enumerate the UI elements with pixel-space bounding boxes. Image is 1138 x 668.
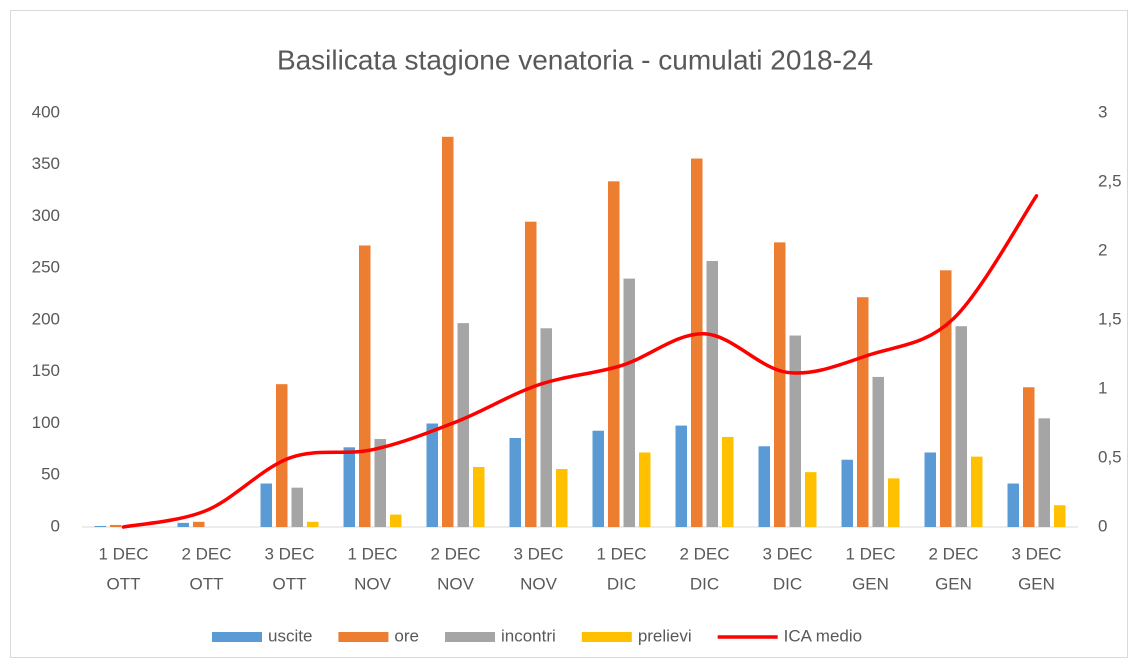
x-tick-label: OTT bbox=[107, 574, 141, 593]
y2-tick-label: 2,5 bbox=[1098, 171, 1122, 190]
bar bbox=[805, 472, 817, 527]
bar bbox=[177, 522, 189, 527]
x-tick-label: 3 DEC bbox=[513, 544, 563, 563]
bar bbox=[940, 270, 952, 527]
x-tick-label: OTT bbox=[190, 574, 224, 593]
bar bbox=[1038, 418, 1050, 527]
chart-title: Basilicata stagione venatoria - cumulati… bbox=[277, 44, 873, 75]
bar bbox=[857, 297, 869, 527]
bar bbox=[291, 487, 303, 527]
bar bbox=[1023, 387, 1035, 527]
bar bbox=[94, 525, 106, 527]
bar bbox=[473, 466, 485, 527]
bar bbox=[276, 384, 288, 527]
legend-label: prelievi bbox=[638, 626, 692, 645]
y-tick-label: 200 bbox=[32, 309, 60, 328]
x-tick-label: 2 DEC bbox=[679, 544, 729, 563]
y-tick-label: 100 bbox=[32, 413, 60, 432]
bar bbox=[722, 436, 734, 527]
y-tick-label: 300 bbox=[32, 206, 60, 225]
legend-swatch bbox=[338, 632, 389, 642]
x-tick-label: 2 DEC bbox=[430, 544, 480, 563]
x-tick-label: NOV bbox=[354, 574, 392, 593]
bar bbox=[359, 245, 371, 528]
x-tick-label: OTT bbox=[273, 574, 307, 593]
bar bbox=[343, 447, 355, 527]
bar bbox=[608, 181, 620, 527]
y2-tick-label: 0 bbox=[1098, 516, 1107, 535]
x-tick-label: GEN bbox=[1018, 574, 1055, 593]
y-tick-label: 350 bbox=[32, 154, 60, 173]
x-tick-label: 2 DEC bbox=[928, 544, 978, 563]
bar bbox=[675, 425, 687, 527]
bar bbox=[374, 439, 386, 527]
bar bbox=[924, 452, 936, 527]
x-tick-label: GEN bbox=[935, 574, 972, 593]
bar bbox=[841, 459, 853, 527]
x-tick-label: NOV bbox=[437, 574, 475, 593]
bar bbox=[307, 521, 319, 527]
y-tick-label: 50 bbox=[41, 465, 60, 484]
bar bbox=[426, 423, 438, 527]
x-tick-label: 3 DEC bbox=[1011, 544, 1061, 563]
bar bbox=[789, 335, 801, 527]
bar bbox=[110, 524, 122, 527]
legend-label: ore bbox=[394, 626, 419, 645]
y2-tick-label: 0,5 bbox=[1098, 447, 1122, 466]
bar bbox=[691, 158, 703, 528]
bar bbox=[971, 456, 983, 527]
x-tick-label: NOV bbox=[520, 574, 558, 593]
x-tick-label: GEN bbox=[852, 574, 889, 593]
y2-tick-label: 1,5 bbox=[1098, 309, 1122, 328]
bar bbox=[758, 446, 770, 527]
bar bbox=[706, 261, 718, 527]
y-tick-label: 0 bbox=[51, 516, 60, 535]
bar bbox=[390, 514, 402, 527]
x-tick-label: DIC bbox=[607, 574, 636, 593]
legend-label: uscite bbox=[268, 626, 312, 645]
bar bbox=[639, 452, 651, 527]
x-tick-label: 1 DEC bbox=[845, 544, 895, 563]
bar bbox=[193, 521, 205, 527]
bar bbox=[872, 376, 884, 527]
bar bbox=[592, 430, 604, 527]
x-tick-label: DIC bbox=[773, 574, 802, 593]
y2-tick-label: 2 bbox=[1098, 240, 1107, 259]
y2-tick-label: 1 bbox=[1098, 378, 1107, 397]
y-tick-label: 400 bbox=[32, 102, 60, 121]
legend-label: incontri bbox=[501, 626, 556, 645]
bar bbox=[556, 469, 568, 527]
bar bbox=[442, 136, 454, 527]
line bbox=[121, 194, 1039, 529]
y-tick-label: 250 bbox=[32, 258, 60, 277]
bar bbox=[525, 221, 537, 528]
x-tick-label: 1 DEC bbox=[347, 544, 397, 563]
x-tick-label: 2 DEC bbox=[181, 544, 231, 563]
bar bbox=[1054, 505, 1066, 527]
x-tick-label: 3 DEC bbox=[264, 544, 314, 563]
x-tick-label: 1 DEC bbox=[596, 544, 646, 563]
legend-swatch bbox=[581, 632, 632, 642]
x-tick-label: 3 DEC bbox=[762, 544, 812, 563]
legend-label: ICA medio bbox=[784, 626, 862, 645]
bar bbox=[457, 323, 469, 527]
bar bbox=[888, 478, 900, 527]
bar bbox=[260, 483, 272, 527]
bar bbox=[540, 328, 552, 527]
y2-tick-label: 3 bbox=[1098, 102, 1107, 121]
bar bbox=[509, 437, 521, 527]
x-tick-label: 1 DEC bbox=[98, 544, 148, 563]
y-tick-label: 150 bbox=[32, 361, 60, 380]
bar bbox=[774, 242, 786, 527]
bar bbox=[623, 278, 635, 527]
bar bbox=[955, 326, 967, 527]
legend-swatch bbox=[445, 632, 495, 642]
legend-swatch bbox=[212, 632, 262, 642]
x-tick-label: DIC bbox=[690, 574, 719, 593]
bar bbox=[1007, 483, 1019, 527]
